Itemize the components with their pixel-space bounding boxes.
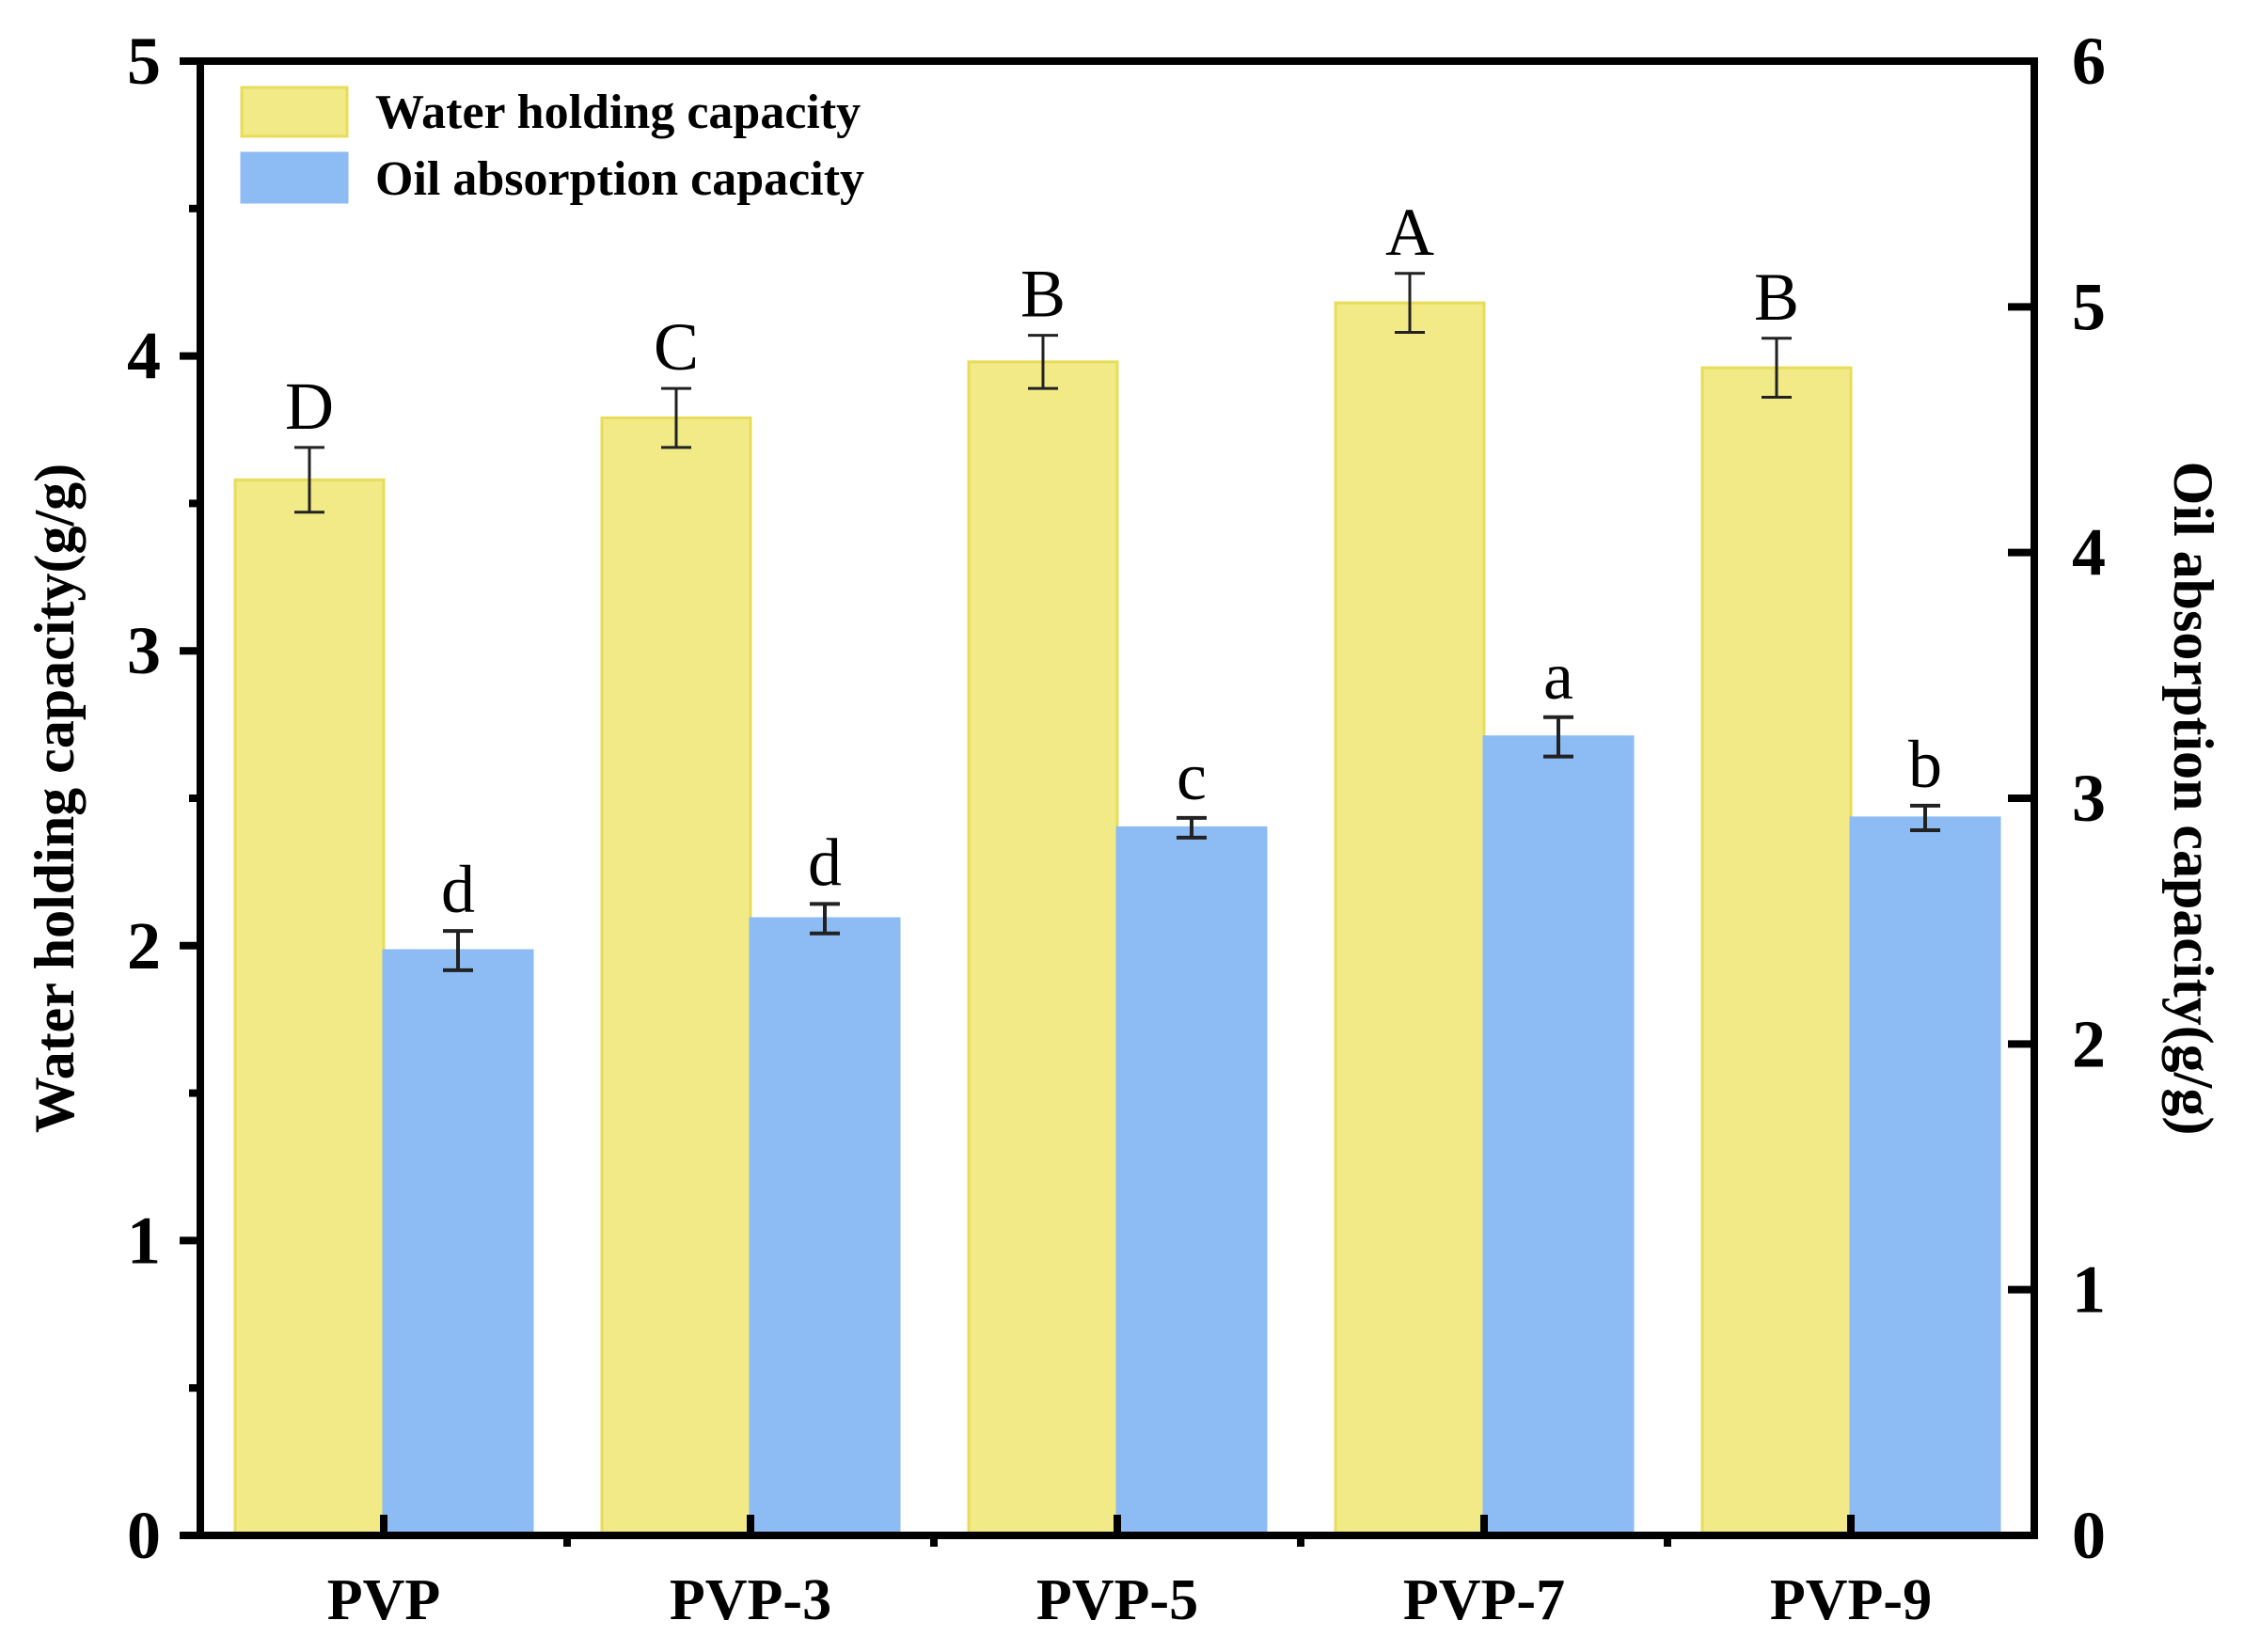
bar-oil-absorption-capacity-pvp-7 <box>1482 735 1635 1537</box>
x-tick-label-pvp-9: PVP-9 <box>1770 1568 1932 1632</box>
bars-layer <box>233 301 2001 1537</box>
errorbar-oil-absorption-capacity-pvp-9 <box>1910 803 1940 832</box>
x-tick-label-pvp-5: PVP-5 <box>1036 1568 1198 1632</box>
sig-label-oil-absorption-capacity-pvp-3: d <box>808 825 842 900</box>
errorbar-oil-absorption-capacity-pvp-3 <box>810 902 840 936</box>
errorbar-water-holding-capacity-pvp-9 <box>1762 337 1792 400</box>
errorbar-oil-absorption-capacity-pvp-7 <box>1543 715 1573 759</box>
sig-label-water-holding-capacity-pvp-7: A <box>1385 195 1434 270</box>
significance-labels: Dd Cd Bc Aa Bb <box>285 195 1942 927</box>
legend-swatch-oil-absorption <box>240 151 349 204</box>
left-tick-label-2: 2 <box>127 908 161 983</box>
left-axis-title: Water holding capacity(g/g) <box>24 464 86 1133</box>
errorbar-water-holding-capacity-pvp <box>294 446 324 514</box>
bar-water-holding-capacity-pvp-3 <box>600 416 752 1537</box>
errorbar-oil-absorption-capacity-pvp <box>443 929 473 972</box>
legend: Water holding capacity Oil absorption ca… <box>240 86 864 206</box>
bar-oil-absorption-capacity-pvp-5 <box>1115 826 1268 1537</box>
left-tick-label-0: 0 <box>127 1498 161 1573</box>
sig-label-oil-absorption-capacity-pvp: d <box>441 852 475 927</box>
legend-swatch-water-holding <box>240 86 349 138</box>
right-axis-title: Oil absorption capacity(g/g) <box>2162 462 2224 1136</box>
errorbar-water-holding-capacity-pvp-3 <box>661 386 691 449</box>
bar-water-holding-capacity-pvp <box>233 478 386 1537</box>
errorbar-water-holding-capacity-pvp-5 <box>1028 334 1058 390</box>
axes-layer: PVP PVP-3 PVP-5 PVP-7 PVP-9 0 1 2 3 4 5 0 1 2 3 4 5 6 <box>127 24 2106 1632</box>
right-tick-label-2: 2 <box>2072 1006 2106 1081</box>
x-tick-label-pvp: PVP <box>327 1568 441 1632</box>
bar-water-holding-capacity-pvp-7 <box>1334 301 1486 1537</box>
x-tick-label-pvp-3: PVP-3 <box>670 1568 831 1632</box>
bar-oil-absorption-capacity-pvp-3 <box>749 917 901 1537</box>
x-tick-label-pvp-7: PVP-7 <box>1403 1568 1565 1632</box>
errorbar-water-holding-capacity-pvp-7 <box>1395 272 1425 335</box>
right-tick-label-4: 4 <box>2072 515 2106 590</box>
right-tick-label-6: 6 <box>2072 24 2106 99</box>
right-tick-label-3: 3 <box>2072 761 2106 836</box>
left-tick-label-3: 3 <box>127 613 161 688</box>
bar-oil-absorption-capacity-pvp <box>382 949 534 1537</box>
sig-label-water-holding-capacity-pvp-5: B <box>1020 257 1066 332</box>
right-tick-label-0: 0 <box>2072 1498 2106 1573</box>
legend-label-water-holding: Water holding capacity <box>375 86 861 139</box>
left-tick-label-5: 5 <box>127 24 161 99</box>
right-tick-label-5: 5 <box>2072 269 2106 344</box>
sig-label-water-holding-capacity-pvp-3: C <box>654 309 699 385</box>
sig-label-water-holding-capacity-pvp: D <box>285 369 334 444</box>
errorbars-layer <box>294 272 1940 972</box>
sig-label-water-holding-capacity-pvp-9: B <box>1754 260 1799 335</box>
errorbar-oil-absorption-capacity-pvp-5 <box>1177 815 1207 840</box>
bar-water-holding-capacity-pvp-5 <box>967 360 1119 1537</box>
sig-label-oil-absorption-capacity-pvp-5: c <box>1177 739 1207 814</box>
sig-label-oil-absorption-capacity-pvp-9: b <box>1908 727 1942 802</box>
right-tick-label-1: 1 <box>2072 1252 2106 1328</box>
legend-label-oil-absorption: Oil absorption capacity <box>375 152 864 206</box>
sig-label-oil-absorption-capacity-pvp-7: a <box>1543 638 1573 714</box>
bar-water-holding-capacity-pvp-9 <box>1700 366 1853 1537</box>
left-tick-label-4: 4 <box>127 319 161 394</box>
bar-oil-absorption-capacity-pvp-9 <box>1849 816 2001 1537</box>
left-tick-label-1: 1 <box>127 1203 161 1278</box>
